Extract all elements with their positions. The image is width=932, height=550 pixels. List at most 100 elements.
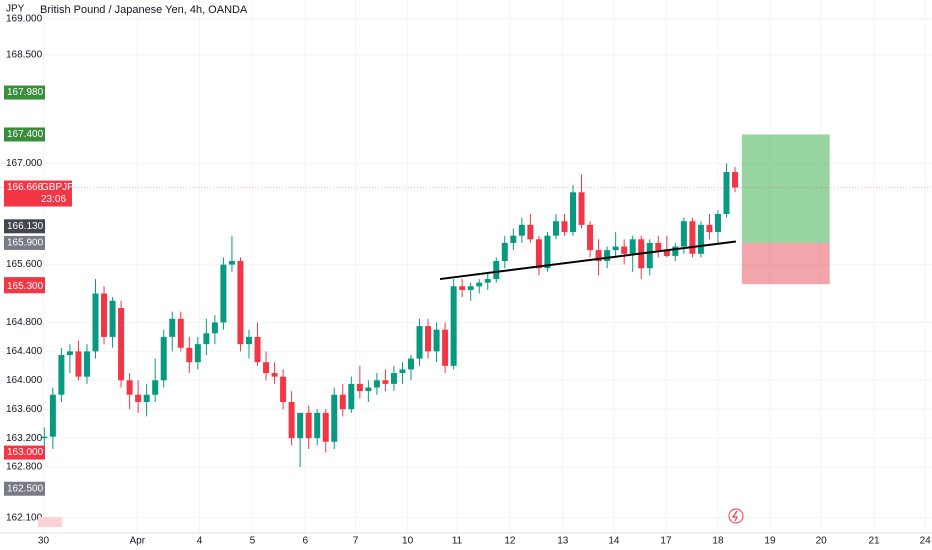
candle-body [237,260,244,345]
price-badge-label: 163.000 [7,447,44,458]
candle-body [425,326,432,352]
candle-body [493,260,500,280]
x-tick-label: 6 [302,536,308,547]
candle-body [723,172,730,214]
x-tick-label: 24 [920,536,932,547]
plot [0,134,932,468]
candle-body [186,347,193,363]
candle-body [518,224,525,236]
candle-body [322,412,329,442]
price-badge-label: 166.130 [7,221,44,232]
candle-body [510,235,517,243]
candle-body [152,380,159,395]
candle-body [408,358,415,370]
price-badge-label: 165.300 [7,281,44,292]
candle-body [228,260,235,265]
symbol-label: GBPJPY [41,182,81,193]
price-badge-label: 165.900 [7,238,44,249]
candle-body [689,221,696,254]
candle-body [655,242,662,251]
x-tick-label: Apr [130,536,146,547]
candle-body [484,279,491,283]
price-badge-label: 162.500 [7,483,44,494]
y-tick-label: 168.500 [6,50,43,61]
candle-body [177,318,184,348]
chart-title: British Pound / Japanese Yen, 4h, OANDA [40,4,248,16]
price-badge [4,279,45,294]
candle-body [706,224,713,233]
candle-body [271,373,278,377]
profit-zone [741,134,830,243]
y-tick-label: 167.000 [6,158,43,169]
candle-body [101,293,108,337]
candle-body [49,394,56,437]
x-tick-label: 20 [816,536,828,547]
candle-body [450,286,457,366]
y-tick-label: 163.600 [6,404,43,415]
candle-body [535,239,542,269]
candle-body [109,300,116,337]
candle-body [697,224,704,254]
y-tick-label: 164.000 [6,375,43,386]
candle-body [194,344,201,363]
x-tick-label: 30 [38,536,50,547]
candle-body [331,394,338,442]
stop-zone [741,242,830,285]
candle-body [399,369,406,374]
candle-body [75,351,82,377]
candle-body [604,250,611,261]
x-tick-label: 13 [557,536,569,547]
axes: 169.000 168.500 167.000 165.600 164.800 164.4… [4,13,932,547]
x-tick-label: 14 [608,536,620,547]
candle-body [169,318,176,337]
unit-label: JPY [6,4,25,15]
candle-body [66,351,73,355]
candle-body [373,380,380,388]
candle-body [220,264,227,323]
candle-body [143,394,150,402]
candle-body [118,307,125,381]
candle-body [544,235,551,269]
candle-body [390,373,397,384]
candle-body [211,322,218,334]
x-tick-label: 21 [868,536,880,547]
price-badge [4,127,45,142]
candle-body [501,242,508,261]
candle-body [459,286,466,290]
candle-body [621,246,628,254]
candle-body [561,221,568,233]
candle-body [467,286,474,290]
price-badge [4,85,45,100]
x-tick-label: 7 [353,536,359,547]
y-tick-label: 164.800 [6,317,43,328]
candle-body [203,333,210,345]
candle-body [92,293,99,352]
candle-body [416,326,423,359]
candle-body [476,282,483,287]
candle-body [314,412,321,439]
candle-body [595,250,602,261]
price-badge [4,445,45,460]
x-tick-label: 18 [712,536,724,547]
candle-body [433,329,440,352]
candle-body [339,394,346,410]
candle-body [245,336,252,345]
x-tick-label: 11 [452,536,463,547]
y-tick-label: 163.200 [6,433,43,444]
event-icon[interactable] [728,508,744,524]
y-tick-label: 162.100 [6,512,43,523]
candle-body [305,412,312,439]
candle-body [612,246,619,251]
candle-body [646,242,653,269]
price-badge [4,481,45,496]
candle-body [578,192,585,225]
candle-body [570,192,577,233]
y-tick-label: 162.800 [6,462,43,473]
x-tick-label: 17 [660,536,672,547]
trend-line [439,240,737,281]
candle-body [680,221,687,247]
x-tick-label: 4 [197,536,203,547]
candle-body [297,412,304,439]
candle-body [442,329,449,366]
